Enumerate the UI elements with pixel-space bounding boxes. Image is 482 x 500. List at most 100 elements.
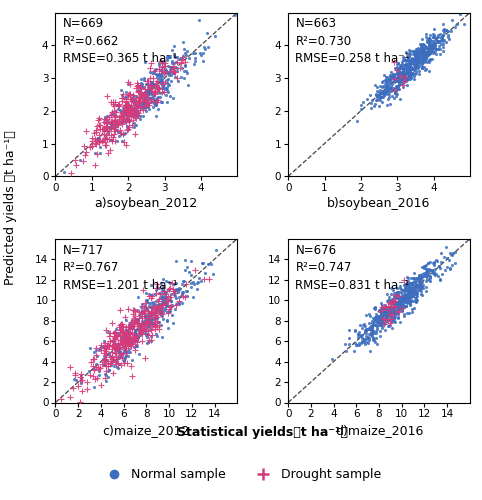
Normal sample xyxy=(180,74,188,82)
Normal sample xyxy=(416,280,424,288)
Normal sample xyxy=(370,304,377,312)
Normal sample xyxy=(175,300,183,308)
Normal sample xyxy=(158,72,166,80)
Normal sample xyxy=(107,122,115,130)
Normal sample xyxy=(159,82,167,90)
Normal sample xyxy=(411,278,419,286)
Drought sample xyxy=(111,117,119,125)
Normal sample xyxy=(189,278,197,286)
Normal sample xyxy=(377,89,385,97)
Normal sample xyxy=(384,84,391,92)
Normal sample xyxy=(439,40,446,48)
Normal sample xyxy=(171,42,178,50)
Normal sample xyxy=(375,102,383,110)
Normal sample xyxy=(96,143,104,151)
Normal sample xyxy=(436,46,444,54)
Normal sample xyxy=(409,274,416,282)
Normal sample xyxy=(405,296,413,304)
Normal sample xyxy=(145,330,152,338)
Drought sample xyxy=(133,80,141,88)
Drought sample xyxy=(137,328,145,336)
Drought sample xyxy=(76,374,84,382)
Normal sample xyxy=(383,84,390,92)
Normal sample xyxy=(432,50,440,58)
Drought sample xyxy=(161,300,168,308)
Normal sample xyxy=(406,70,414,78)
Normal sample xyxy=(404,294,412,302)
Normal sample xyxy=(418,54,426,62)
Drought sample xyxy=(138,308,146,316)
Normal sample xyxy=(155,85,162,93)
Normal sample xyxy=(113,137,120,145)
Drought sample xyxy=(152,79,160,87)
Normal sample xyxy=(150,81,158,89)
Normal sample xyxy=(195,274,203,282)
Drought sample xyxy=(152,307,160,315)
Normal sample xyxy=(376,306,384,314)
Normal sample xyxy=(426,37,434,45)
Normal sample xyxy=(417,52,425,60)
Normal sample xyxy=(394,72,402,80)
Normal sample xyxy=(165,53,173,61)
Normal sample xyxy=(131,338,138,345)
Drought sample xyxy=(127,330,134,338)
Normal sample xyxy=(156,70,163,78)
Normal sample xyxy=(384,318,391,326)
Normal sample xyxy=(395,294,403,302)
Drought sample xyxy=(146,336,153,344)
Normal sample xyxy=(446,264,454,272)
Drought sample xyxy=(129,320,136,328)
Drought sample xyxy=(143,322,151,330)
Normal sample xyxy=(159,283,166,291)
Drought sample xyxy=(105,342,113,350)
Drought sample xyxy=(148,310,156,318)
Drought sample xyxy=(111,127,119,135)
Normal sample xyxy=(419,272,427,280)
Normal sample xyxy=(407,74,415,82)
Normal sample xyxy=(430,31,438,39)
Drought sample xyxy=(135,330,143,338)
Normal sample xyxy=(403,273,411,281)
Normal sample xyxy=(375,90,382,98)
Normal sample xyxy=(415,58,422,66)
Drought sample xyxy=(137,90,145,98)
Normal sample xyxy=(401,295,408,303)
Normal sample xyxy=(405,308,413,316)
Normal sample xyxy=(419,282,427,290)
Normal sample xyxy=(422,260,430,268)
Normal sample xyxy=(121,343,129,351)
Normal sample xyxy=(425,40,432,48)
Normal sample xyxy=(170,286,178,294)
Drought sample xyxy=(95,131,103,139)
Normal sample xyxy=(104,328,111,336)
Normal sample xyxy=(181,266,188,274)
Normal sample xyxy=(428,44,436,52)
Normal sample xyxy=(362,326,369,334)
Normal sample xyxy=(374,93,381,101)
Drought sample xyxy=(156,306,163,314)
Normal sample xyxy=(393,77,401,85)
Normal sample xyxy=(127,103,135,111)
Drought sample xyxy=(93,150,101,158)
Normal sample xyxy=(393,298,401,306)
Normal sample xyxy=(394,76,402,84)
Normal sample xyxy=(153,72,161,80)
Normal sample xyxy=(398,70,405,78)
Normal sample xyxy=(114,344,122,351)
Drought sample xyxy=(115,102,123,110)
Drought sample xyxy=(107,98,115,106)
Normal sample xyxy=(140,104,148,112)
Normal sample xyxy=(391,306,399,314)
Normal sample xyxy=(142,310,149,318)
Normal sample xyxy=(175,284,183,292)
Drought sample xyxy=(110,130,118,138)
Normal sample xyxy=(166,92,174,100)
Normal sample xyxy=(417,48,425,56)
Normal sample xyxy=(365,326,373,334)
Normal sample xyxy=(395,76,403,84)
Normal sample xyxy=(157,320,165,328)
Normal sample xyxy=(441,266,449,274)
Normal sample xyxy=(163,54,171,62)
Normal sample xyxy=(413,298,420,306)
Normal sample xyxy=(396,76,403,84)
